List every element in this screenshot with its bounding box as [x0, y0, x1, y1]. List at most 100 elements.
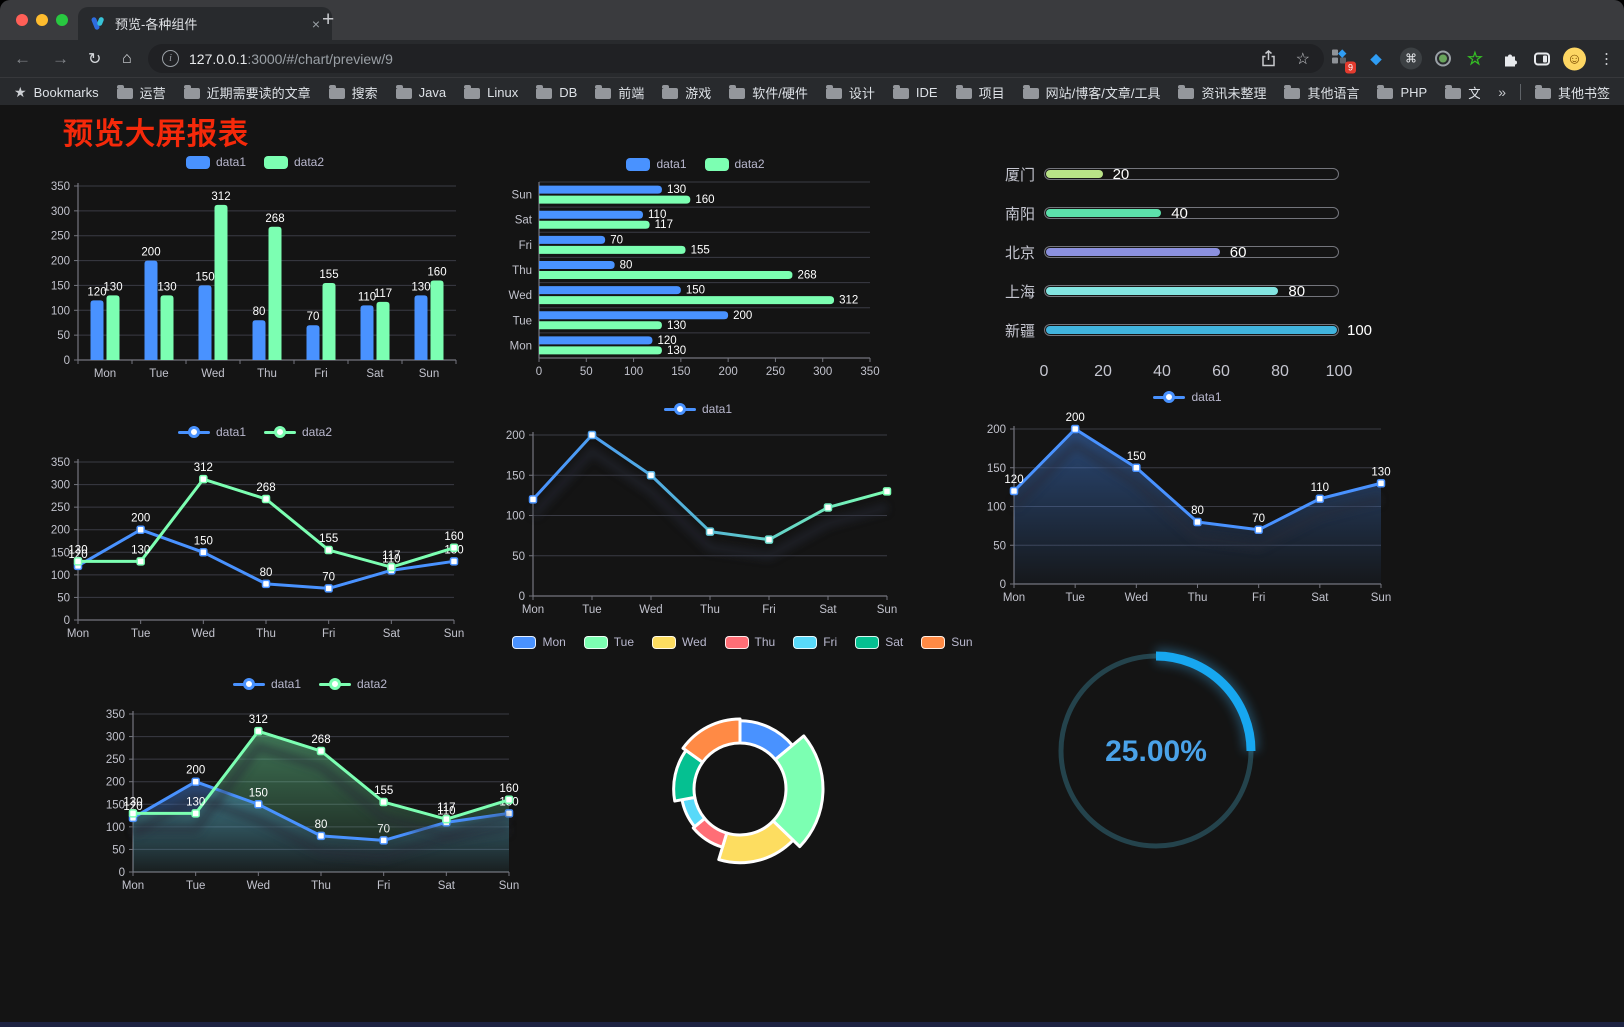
bar-data1-Thu[interactable] — [252, 320, 266, 360]
hbar-data1-Wed[interactable] — [539, 286, 681, 295]
data-point-data1-Wed[interactable] — [254, 800, 263, 809]
grouped-bar-chart[interactable]: data1 data2 0 50 100 150 200 250 300 350 Mon Tue Wed… — [40, 150, 470, 390]
hbar-data2-Mon[interactable] — [539, 346, 662, 355]
data-point-data1-Wed[interactable] — [199, 548, 208, 557]
data-point-data1-Tue[interactable] — [587, 430, 597, 440]
legend-item-data1[interactable]: data1 — [1153, 390, 1222, 404]
bar-data2-Mon[interactable] — [106, 295, 120, 360]
data-point-data1-Thu[interactable] — [316, 831, 326, 841]
home-icon[interactable]: ⌂ — [122, 49, 132, 67]
data-point-data2-Wed[interactable] — [199, 474, 208, 484]
legend-item-data1[interactable]: data1 — [177, 425, 246, 439]
bar-data1-Sat[interactable] — [360, 305, 374, 360]
bookmark-folder[interactable]: 运营 — [116, 83, 166, 102]
progress-track[interactable]: 80 — [1044, 283, 1339, 300]
line-chart-canvas[interactable]: 0 50 100 150 200 250 300 350 Mon Tue Wed Thu Fri Sat S… — [40, 446, 470, 648]
legend-item-data1[interactable]: data1 — [663, 402, 732, 416]
browser-tab[interactable]: 预览-各种组件 × — [78, 7, 332, 40]
data-point-data2-Mon[interactable] — [73, 557, 83, 566]
legend-item-data1[interactable]: data1 — [232, 677, 301, 691]
bar-data1-Wed[interactable] — [198, 285, 212, 360]
bar-data1-Fri[interactable] — [306, 325, 320, 360]
data-point-data1-Thu[interactable] — [261, 579, 271, 589]
bar-data1-Sun[interactable] — [414, 295, 428, 360]
data-point-data2-Sun[interactable] — [449, 543, 459, 553]
data-point-data2-Thu[interactable] — [261, 494, 271, 504]
bookmark-star-outline-icon[interactable]: ☆ — [1295, 50, 1310, 68]
minimize-window-button[interactable] — [36, 14, 48, 26]
data-point-data2-Fri[interactable] — [379, 797, 388, 807]
bookmark-folder[interactable]: 项目 — [955, 83, 1005, 102]
bookmark-item-bookmarks[interactable]: ★ Bookmarks — [14, 84, 99, 101]
browser-menu-icon[interactable]: ⋮ — [1599, 50, 1614, 68]
bar-data2-Tue[interactable] — [160, 295, 174, 360]
bar-data2-Wed[interactable] — [214, 204, 228, 360]
data-point-data2-Mon[interactable] — [128, 809, 138, 818]
data-point-data1-Wed[interactable] — [646, 471, 656, 480]
extensions-puzzle-icon[interactable] — [1499, 48, 1521, 70]
legend-item-Thu[interactable]: Thu — [724, 635, 775, 649]
legend-item-data2[interactable]: data2 — [264, 155, 324, 169]
pie-slice-Sun[interactable] — [681, 717, 742, 764]
horizontal-bar-chart[interactable]: data1 data2 0 50 100 150 200 250 300 350 Sun 130 160… — [493, 152, 898, 387]
bookmark-folder[interactable]: 文件服务器 — [1445, 83, 1480, 102]
bookmark-folder[interactable]: 设计 — [825, 83, 875, 102]
two-series-area-chart[interactable]: data1 data2 0 50 100 150 200 250 300 350 Mon Tue Wed… — [95, 672, 525, 902]
legend-item-data2[interactable]: data2 — [704, 157, 765, 171]
site-info-icon[interactable]: i — [162, 50, 179, 67]
hbar-data1-Tue[interactable] — [539, 311, 729, 320]
bar-data1-Mon[interactable] — [90, 300, 104, 360]
bookmark-folder[interactable]: 近期需要读的文章 — [183, 83, 311, 102]
pie-slice-Wed[interactable] — [717, 819, 795, 865]
hbar-data2-Tue[interactable] — [539, 321, 662, 330]
data-point-data1-Fri[interactable] — [379, 836, 388, 845]
bookmark-folder[interactable]: 网站/博客/文章/工具 — [1022, 83, 1160, 102]
data-point-data2-Sat[interactable] — [442, 814, 451, 824]
data-point-data2-Sun[interactable] — [504, 795, 514, 805]
data-point-data2-Fri[interactable] — [324, 545, 333, 555]
bookmark-folder[interactable]: 软件/硬件 — [729, 83, 808, 102]
data-point-data2-Thu[interactable] — [316, 746, 326, 756]
line-chart-canvas[interactable]: 0 50 100 150 200 Mon Tue Wed Thu Fri Sat Sun 120 200 1… — [980, 411, 1395, 610]
reload-icon[interactable]: ↻ — [88, 50, 102, 68]
hbar-data2-Thu[interactable] — [539, 271, 793, 279]
legend-item-Fri[interactable]: Fri — [793, 635, 837, 649]
bar-data2-Sat[interactable] — [376, 301, 390, 360]
bookmark-item-other-bookmarks[interactable]: 其他书签 — [1534, 83, 1610, 102]
bookmark-folder[interactable]: 搜索 — [328, 83, 378, 102]
extension-icon-green-star[interactable]: ☆ — [1466, 48, 1484, 68]
hbar-data1-Fri[interactable] — [539, 235, 606, 244]
bookmarks-overflow-chevron[interactable]: » — [1498, 84, 1506, 100]
bookmark-folder[interactable]: 前端 — [595, 83, 644, 102]
profile-avatar[interactable]: ☺ — [1563, 47, 1586, 70]
hbar-data1-Mon[interactable] — [539, 336, 653, 345]
data-point-data1-Fri[interactable] — [764, 535, 774, 544]
data-point-data2-Tue[interactable] — [191, 809, 200, 818]
bookmark-folder[interactable]: Linux — [464, 83, 518, 102]
bar-chart-canvas[interactable]: 0 50 100 150 200 250 300 350 Mon Tue Wed Thu Fri Sat S… — [40, 176, 470, 388]
bar-data2-Fri[interactable] — [322, 282, 336, 360]
data-point-data1-Sat[interactable] — [1315, 494, 1325, 503]
data-point-data1-Tue[interactable] — [1070, 424, 1080, 434]
data-point-data1-Tue[interactable] — [136, 525, 145, 534]
line-chart-canvas[interactable]: 0 50 100 150 200 Mon Tue Wed Thu Fri Sat Sun — [497, 423, 899, 622]
data-point-data1-Sat[interactable] — [823, 503, 833, 512]
address-bar[interactable]: i 127.0.0.1:3000/#/chart/preview/9 ☆ — [148, 44, 1324, 73]
data-point-data1-Thu[interactable] — [705, 527, 715, 536]
hbar-data1-Sat[interactable] — [539, 210, 644, 219]
extension-icon-recorder[interactable] — [1435, 50, 1451, 67]
legend-item-Mon[interactable]: Mon — [512, 635, 566, 649]
data-point-data1-Wed[interactable] — [1132, 463, 1141, 472]
fullscreen-window-button[interactable] — [56, 14, 68, 26]
bar-data2-Sun[interactable] — [430, 280, 444, 360]
forward-icon[interactable]: → — [52, 48, 69, 68]
hbar-data2-Wed[interactable] — [539, 296, 835, 305]
back-icon[interactable]: ← — [14, 48, 31, 68]
data-point-data1-Sun[interactable] — [1376, 479, 1386, 488]
gradient-line-chart[interactable]: data1 0 50 100 150 200 Mon Tue Wed Thu Fri Sat Sun — [497, 397, 899, 624]
bar-data1-Tue[interactable] — [144, 260, 158, 360]
progress-track[interactable]: 60 — [1044, 244, 1339, 261]
hbar-data1-Sun[interactable] — [539, 185, 662, 194]
data-point-data1-Tue[interactable] — [191, 777, 200, 786]
